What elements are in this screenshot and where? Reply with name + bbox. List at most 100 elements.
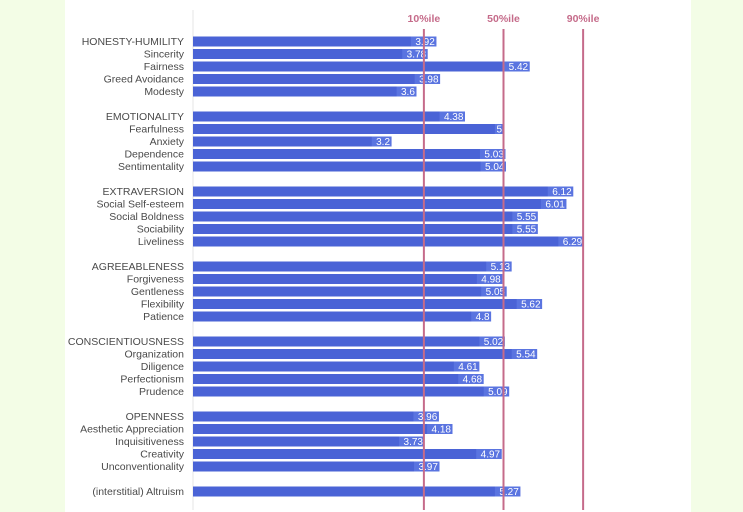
- category-label-sincerity: Sincerity: [144, 49, 185, 61]
- category-label-conscientiousness: CONSCIENTIOUSNESS: [68, 336, 184, 348]
- value-label-box-diligence: [453, 361, 480, 372]
- value-label-dependence: 5.03: [484, 150, 504, 161]
- value-label-box-patience: [471, 311, 492, 322]
- category-label-agreeableness: AGREEABLENESS: [92, 261, 184, 273]
- bar-modesty: [193, 86, 417, 97]
- bar-organization: [193, 349, 538, 359]
- category-label-forgiveness: Forgiveness: [127, 274, 184, 286]
- value-label-box-fearfulness: [494, 124, 504, 134]
- value-label-box-openness: [413, 411, 439, 422]
- category-label-flexibility: Flexibility: [141, 299, 185, 311]
- bar-conscientiousness: [193, 336, 505, 347]
- value-label-interstitial-altruism: 5.27: [499, 487, 519, 498]
- bar-unconventionality: [193, 461, 440, 472]
- bar-forgiveness: [193, 274, 503, 284]
- category-label-sentimentality: Sentimentality: [118, 161, 185, 173]
- value-label-liveliness: 6.29: [563, 237, 583, 248]
- value-label-box-aesthetic-appreciation: [427, 424, 453, 434]
- value-label-box-perfectionism: [458, 374, 484, 384]
- category-label-fairness: Fairness: [144, 61, 184, 73]
- value-label-sincerity: 3.78: [407, 50, 427, 61]
- category-label-organization: Organization: [124, 349, 184, 361]
- value-label-social-boldness: 5.55: [517, 212, 537, 223]
- value-label-fearfulness: 5: [496, 125, 502, 136]
- category-label-liveliness: Liveliness: [138, 236, 184, 248]
- category-label-social-self-esteem: Social Self-esteem: [96, 199, 184, 211]
- value-label-box-sincerity: [402, 49, 428, 59]
- category-label-patience: Patience: [143, 311, 184, 323]
- value-label-box-agreeableness: [486, 261, 512, 272]
- category-label-social-boldness: Social Boldness: [109, 211, 184, 223]
- bar-greed-avoidance: [193, 74, 441, 84]
- category-label-diligence: Diligence: [141, 361, 184, 373]
- bar-sociability: [193, 224, 538, 234]
- value-label-creativity: 4.97: [481, 450, 501, 461]
- category-label-emotionality: EMOTIONALITY: [106, 111, 184, 123]
- category-label-greed-avoidance: Greed Avoidance: [104, 74, 185, 86]
- category-label-creativity: Creativity: [140, 449, 185, 461]
- bar-social-boldness: [193, 211, 538, 222]
- bar-fearfulness: [193, 124, 504, 134]
- value-label-box-interstitial-altruism: [494, 486, 521, 497]
- value-label-social-self-esteem: 6.01: [545, 200, 565, 211]
- value-label-extraversion: 6.12: [552, 187, 572, 198]
- value-label-box-sociability: [512, 224, 538, 234]
- value-label-unconventionality: 3.97: [418, 462, 438, 473]
- value-label-box-dependence: [479, 149, 506, 159]
- bar-diligence: [193, 361, 480, 372]
- value-label-box-prudence: [483, 386, 510, 397]
- value-label-patience: 4.8: [476, 312, 490, 323]
- reference-label-10-ile: 10%ile: [408, 13, 441, 25]
- bar-aesthetic-appreciation: [193, 424, 453, 434]
- value-label-box-conscientiousness: [479, 336, 505, 347]
- value-label-agreeableness: 5.13: [491, 262, 511, 273]
- bar-emotionality: [193, 111, 465, 122]
- category-label-gentleness: Gentleness: [131, 286, 184, 298]
- category-label-fearfulness: Fearfulness: [129, 124, 184, 136]
- category-label-openness: OPENNESS: [126, 411, 184, 423]
- value-label-diligence: 4.61: [458, 362, 478, 373]
- value-label-sociability: 5.55: [517, 225, 537, 236]
- value-label-box-flexibility: [516, 299, 543, 309]
- value-label-greed-avoidance: 3.98: [419, 75, 439, 86]
- bar-liveliness: [193, 236, 584, 247]
- bar-dependence: [193, 149, 506, 159]
- bar-agreeableness: [193, 261, 512, 272]
- bar-prudence: [193, 386, 510, 397]
- bars-layer: 3.92 3.78 5.42 3.98 3.6 4.38 5 3.2 5.035.04 6.12 6…: [193, 36, 584, 498]
- category-label-sociability: Sociability: [137, 224, 185, 236]
- value-label-box-modesty: [396, 86, 417, 97]
- bar-gentleness: [193, 286, 507, 297]
- category-label-dependence: Dependence: [124, 149, 184, 161]
- bar-inquisitiveness: [193, 436, 425, 447]
- category-label-modesty: Modesty: [144, 86, 184, 98]
- value-label-box-sentimentality: [480, 161, 506, 172]
- bar-openness: [193, 411, 439, 422]
- value-label-box-emotionality: [439, 111, 465, 122]
- value-label-sentimentality: 5.04: [485, 162, 505, 173]
- category-label-inquisitiveness: Inquisitiveness: [115, 436, 184, 448]
- category-label-perfectionism: Perfectionism: [120, 374, 184, 386]
- value-label-aesthetic-appreciation: 4.18: [432, 425, 452, 436]
- value-label-box-forgiveness: [476, 274, 503, 284]
- category-label-interstitial-altruism: (interstitial) Altruism: [92, 486, 184, 498]
- bar-creativity: [193, 449, 502, 459]
- value-label-organization: 5.54: [516, 350, 536, 361]
- value-label-forgiveness: 4.98: [481, 275, 501, 286]
- value-label-box-unconventionality: [414, 461, 440, 472]
- value-label-box-greed-avoidance: [414, 74, 441, 84]
- category-label-aesthetic-appreciation: Aesthetic Appreciation: [80, 424, 184, 436]
- value-label-box-gentleness: [481, 286, 507, 297]
- bar-flexibility: [193, 299, 543, 309]
- value-label-openness: 3.96: [418, 412, 438, 423]
- value-label-box-inquisitiveness: [399, 436, 425, 447]
- value-label-box-liveliness: [558, 236, 584, 247]
- bar-sincerity: [193, 49, 428, 59]
- bar-patience: [193, 311, 492, 322]
- value-label-conscientiousness: 5.02: [484, 337, 504, 348]
- reference-label-90-ile: 90%ile: [567, 13, 600, 25]
- reference-label-50-ile: 50%ile: [487, 13, 520, 25]
- value-label-box-social-boldness: [512, 211, 538, 222]
